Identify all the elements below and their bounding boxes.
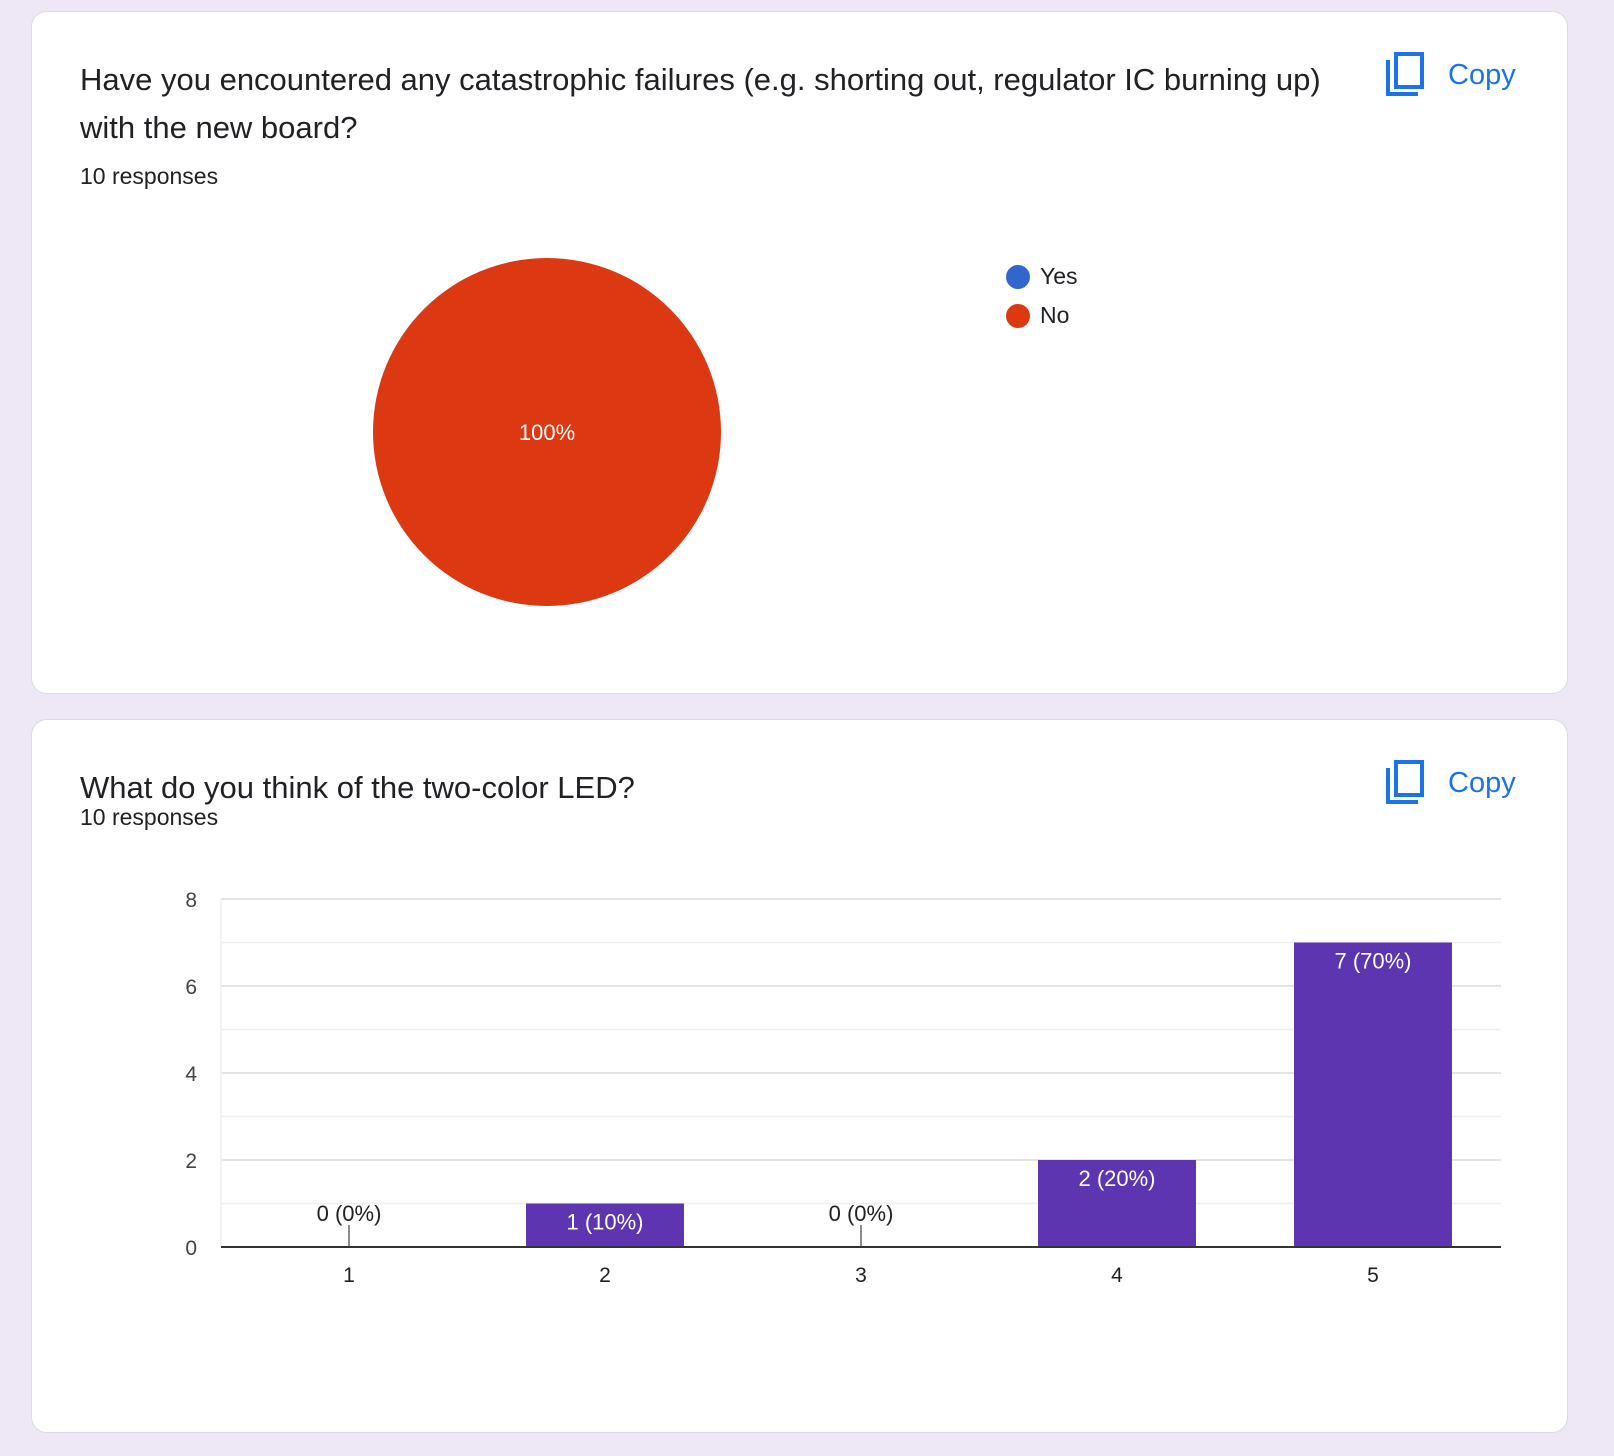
y-tick-label: 2	[185, 1150, 197, 1173]
legend-swatch-no	[1006, 303, 1030, 328]
y-tick-label: 4	[185, 1063, 197, 1086]
y-tick-label: 6	[185, 976, 197, 999]
copy-button-label: Copy	[1448, 58, 1516, 91]
pie-chart: 100%	[373, 258, 721, 606]
response-count: 10 responses	[80, 804, 219, 830]
pie-slice-label: 100%	[519, 420, 575, 445]
question-card-two-color-led: What do you think of the two-color LED? …	[31, 719, 1568, 1433]
question-title: What do you think of the two-color LED?	[80, 770, 635, 805]
y-tick-label: 8	[185, 889, 197, 912]
copy-icon	[1386, 52, 1424, 96]
question-card-catastrophic-failures: Have you encountered any catastrophic fa…	[31, 11, 1568, 694]
x-tick-label: 5	[1367, 1264, 1379, 1287]
copy-button-label: Copy	[1448, 766, 1516, 799]
x-tick-label: 4	[1111, 1264, 1123, 1287]
legend-item-no[interactable]: No	[1006, 296, 1078, 335]
bar-data-label: 7 (70%)	[1334, 949, 1411, 974]
bar-data-label: 2 (20%)	[1078, 1166, 1155, 1191]
bar-4[interactable]	[1038, 1160, 1196, 1247]
legend-label-yes: Yes	[1040, 263, 1078, 289]
copy-chart-button[interactable]: Copy	[1378, 48, 1522, 102]
copy-chart-button[interactable]: Copy	[1378, 756, 1522, 810]
x-tick-label: 1	[343, 1264, 355, 1287]
bar-data-label: 0 (0%)	[829, 1201, 894, 1226]
x-tick-label: 2	[599, 1264, 611, 1287]
pie-legend: Yes No	[1006, 257, 1078, 335]
bar-5[interactable]	[1294, 942, 1452, 1248]
pie-slice-no[interactable]	[373, 258, 721, 606]
legend-item-yes[interactable]: Yes	[1006, 257, 1078, 296]
y-tick-label: 0	[185, 1237, 197, 1260]
legend-label-no: No	[1040, 302, 1070, 328]
bar-data-label: 1 (10%)	[566, 1210, 643, 1235]
bar-data-label: 0 (0%)	[317, 1201, 382, 1226]
question-title: Have you encountered any catastrophic fa…	[80, 62, 1321, 145]
copy-icon	[1386, 760, 1424, 804]
legend-swatch-yes	[1006, 264, 1030, 289]
bar-chart: 0 2 4 6 8 0 (0%) 1 1 (10%) 2 0 (0%) 3 2 (20%) 4 7 (70…	[185, 889, 1501, 1287]
x-tick-label: 3	[855, 1264, 867, 1287]
bar-2[interactable]	[526, 1203, 684, 1248]
response-count: 10 responses	[80, 163, 219, 189]
